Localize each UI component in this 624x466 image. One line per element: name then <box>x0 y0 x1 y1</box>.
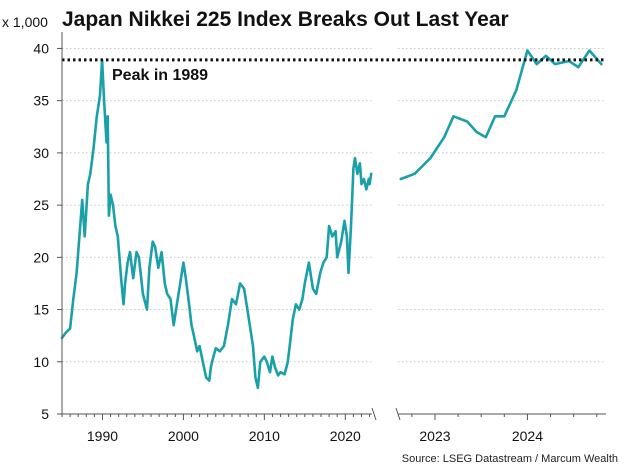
x-tick-label-2023: 2023 <box>419 428 450 444</box>
x-tick-label-1990: 1990 <box>87 428 118 444</box>
y-tick-label-20: 20 <box>33 249 49 265</box>
y-tick-label-5: 5 <box>41 406 49 422</box>
y-unit-label: x 1,000 <box>2 14 48 30</box>
axis-break-right <box>395 407 401 421</box>
y-tick-label-40: 40 <box>33 40 49 56</box>
series-line-recent <box>399 49 603 181</box>
source-note: Source: LSEG Datastream / Marcum Wealth <box>402 453 618 465</box>
x-tick-label-2024: 2024 <box>512 428 543 444</box>
y-tick-label-25: 25 <box>33 197 49 213</box>
peak-annotation: Peak in 1989 <box>112 67 208 84</box>
y-tick-label-10: 10 <box>33 354 49 370</box>
axis-break-left <box>371 407 377 421</box>
x-tick-label-2010: 2010 <box>249 428 280 444</box>
x-tick-label-2020: 2020 <box>330 428 361 444</box>
series-line-long-term <box>60 58 373 390</box>
y-tick-label-35: 35 <box>33 93 49 109</box>
y-tick-label-30: 30 <box>33 145 49 161</box>
chart-title: Japan Nikkei 225 Index Breaks Out Last Y… <box>62 8 509 31</box>
y-tick-label-15: 15 <box>33 302 49 318</box>
gridlines <box>62 47 606 363</box>
x-tick-label-2000: 2000 <box>168 428 199 444</box>
axes: 5 10 15 20 25 30 35 40 1990 2000 2010 2020 2023 2024 <box>33 32 606 444</box>
